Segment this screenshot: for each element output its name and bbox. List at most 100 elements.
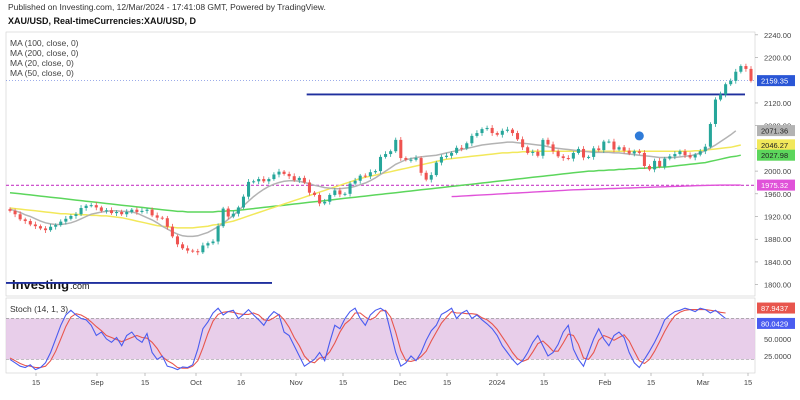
stoch-value-tag-bg [757, 317, 795, 329]
candle-body [74, 214, 78, 216]
x-tick-label: 15 [141, 378, 149, 387]
candle-body [663, 158, 667, 167]
stoch-overbought-oversold-band [6, 318, 755, 360]
candle-body [698, 151, 702, 155]
candle-body [546, 139, 550, 145]
candle-body [460, 147, 464, 149]
stoch-k-line [9, 307, 726, 371]
candle-body [38, 226, 42, 229]
candle-body [8, 209, 12, 211]
y-tick-label: 1960.00 [764, 190, 791, 199]
candle-body [612, 141, 616, 150]
price-tag-label: 2046.27 [761, 141, 788, 150]
candle-body [170, 226, 174, 237]
candle-body [688, 155, 692, 158]
stoch-d-line [9, 309, 726, 369]
candle-body [267, 179, 271, 182]
y-tick-label: 2200.00 [764, 54, 791, 63]
price-tag-bg [757, 75, 795, 87]
candle-body [262, 179, 266, 182]
candle-body [175, 236, 180, 245]
price-tag-label: 2027.98 [761, 151, 788, 160]
candle-body [247, 181, 251, 197]
stoch-y-tick-label: 25.0000 [764, 352, 791, 361]
y-tick-label: 1880.00 [764, 235, 791, 244]
candle-body [450, 152, 454, 156]
candle-body [181, 244, 185, 249]
candle-body [597, 148, 601, 151]
ma100-line [9, 154, 741, 213]
ma20-line [9, 130, 737, 238]
candle-body [455, 147, 459, 153]
candle-body [480, 129, 484, 134]
x-tick-label: 15 [339, 378, 347, 387]
candle-body [94, 205, 98, 208]
candle-body [353, 180, 357, 184]
price-tag-bg [757, 125, 795, 137]
candle-body [500, 130, 504, 135]
candle-body [724, 84, 728, 95]
candle-body [302, 177, 306, 183]
candle-body [64, 218, 68, 222]
candle-body [389, 151, 393, 155]
candle-body [434, 162, 438, 176]
candle-body [683, 151, 687, 156]
candle-body [282, 171, 286, 174]
candle-body [429, 175, 433, 180]
x-tick-label: Oct [190, 378, 203, 387]
candle-body [89, 205, 93, 207]
candle-body [378, 156, 383, 172]
candle-body [272, 174, 276, 180]
stoch-y-tick-label: 50.0000 [764, 335, 791, 344]
candle-body [439, 156, 443, 163]
candle-body [424, 172, 428, 180]
candle-body [384, 154, 388, 157]
candle-body [186, 248, 190, 251]
candle-body [531, 151, 535, 153]
candle-body [485, 127, 489, 130]
candle-body [637, 151, 641, 153]
candle-body [587, 156, 591, 158]
candle-body [257, 179, 261, 182]
candle-body [120, 211, 124, 215]
y-tick-label: 1840.00 [764, 258, 791, 267]
ma100-legend: MA (100, close, 0) [10, 38, 79, 48]
candle-body [135, 209, 139, 212]
candle-body [155, 215, 159, 218]
x-tick-label: Feb [599, 378, 612, 387]
candle-body [43, 228, 48, 231]
candle-body [541, 139, 545, 156]
stoch-label: Stoch (14, 1, 3) [10, 304, 69, 314]
candle-body [470, 135, 474, 144]
x-tick-label: Sep [90, 378, 103, 387]
candle-body [490, 127, 494, 134]
candle-body [297, 177, 301, 181]
ma200-legend: MA (200, close, 0) [10, 48, 79, 58]
investing-logo: Investing .com [12, 277, 90, 292]
candle-body [744, 66, 748, 69]
candle-body [409, 159, 413, 161]
candle-body [444, 155, 449, 157]
candle-body [236, 207, 240, 214]
candle-body [18, 214, 22, 220]
y-tick-label: 2120.00 [764, 99, 791, 108]
published-note: Published on Investing.com, 12/Mar/2024 … [8, 2, 326, 12]
x-tick-label: Nov [289, 378, 303, 387]
candle-body [323, 201, 327, 204]
candle-body [602, 141, 606, 151]
candle-body [49, 226, 53, 231]
candle-body [414, 158, 418, 160]
candle-body [150, 209, 154, 216]
x-tick-label: Mar [697, 378, 710, 387]
price-tag-label: 1975.32 [761, 181, 788, 190]
candle-body [510, 129, 514, 134]
candle-body [333, 190, 337, 195]
candle-body [419, 158, 423, 173]
candle-body [475, 133, 479, 136]
x-tick-label: 15 [647, 378, 655, 387]
candle-body [312, 192, 317, 195]
ma50-legend: MA (50, close, 0) [10, 68, 74, 78]
candle-body [84, 205, 88, 208]
candle-body [551, 144, 555, 152]
